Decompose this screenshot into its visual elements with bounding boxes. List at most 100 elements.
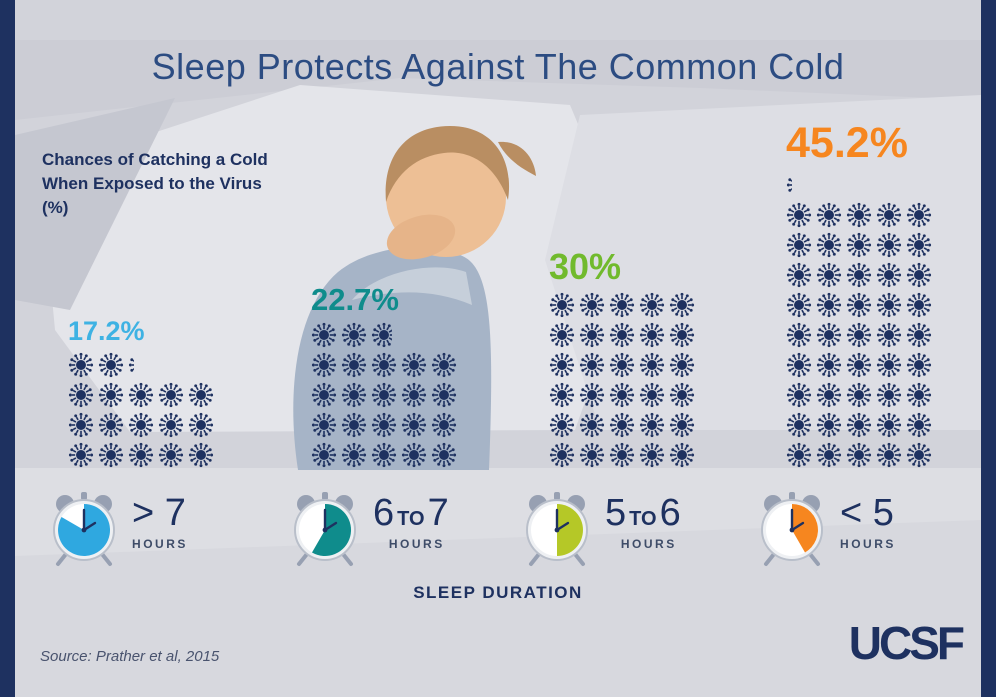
virus-icon [68, 410, 98, 440]
virus-icon-row [311, 410, 461, 440]
virus-icon [609, 320, 639, 350]
virus-icon [786, 320, 816, 350]
virus-icon [431, 380, 461, 410]
virus-icon [579, 380, 609, 410]
virus-icon [846, 410, 876, 440]
virus-icon [609, 290, 639, 320]
virus-icon [669, 350, 699, 380]
virus-icon [786, 410, 816, 440]
left-edge-bar [0, 0, 15, 697]
virus-icon-row [786, 410, 936, 440]
virus-icon [579, 440, 609, 470]
virus-icon-row [549, 380, 699, 410]
virus-icon-row [311, 350, 461, 380]
virus-icon [876, 380, 906, 410]
virus-icon [68, 380, 98, 410]
ucsf-logo: UCSF [848, 617, 965, 669]
virus-icon [341, 410, 371, 440]
virus-icon [876, 410, 906, 440]
virus-icon [98, 350, 128, 380]
virus-icon [549, 320, 579, 350]
virus-icon [786, 260, 816, 290]
chart-group-5to6-hours: 30% [549, 249, 699, 470]
virus-icon [846, 320, 876, 350]
virus-icon [639, 350, 669, 380]
virus-icon [431, 410, 461, 440]
virus-icon [579, 350, 609, 380]
virus-icon [906, 230, 936, 260]
virus-icon [549, 410, 579, 440]
virus-icon [549, 350, 579, 380]
virus-icon [786, 350, 816, 380]
virus-icon-grid [311, 320, 461, 470]
virus-icon [128, 440, 158, 470]
virus-icon [549, 440, 579, 470]
virus-icon-row [786, 440, 936, 470]
virus-icon [846, 440, 876, 470]
virus-icon [401, 440, 431, 470]
virus-icon [188, 440, 218, 470]
virus-icon [816, 320, 846, 350]
virus-icon-row [786, 350, 936, 380]
virus-icon [846, 350, 876, 380]
hours-label: HOURS [840, 536, 896, 551]
alarm-clock-icon [758, 490, 828, 573]
virus-icon [609, 440, 639, 470]
virus-icon [816, 200, 846, 230]
virus-icon [906, 200, 936, 230]
virus-icon-row [68, 440, 218, 470]
virus-icon [816, 440, 846, 470]
virus-icon-row [68, 380, 218, 410]
virus-icon [816, 230, 846, 260]
virus-icon [669, 290, 699, 320]
virus-icon [311, 320, 341, 350]
virus-icon [68, 440, 98, 470]
virus-icon [341, 320, 371, 350]
virus-icon [816, 380, 846, 410]
virus-icon [158, 380, 188, 410]
virus-icon-row [68, 350, 218, 380]
alarm-clock-icon [291, 490, 361, 573]
virus-icon [786, 200, 816, 230]
clock-label: 6 TO7 HOURS [373, 492, 449, 551]
virus-icon [311, 440, 341, 470]
hours-label: HOURS [620, 536, 677, 551]
alarm-clock-icon [50, 490, 120, 573]
hours-label: HOURS [388, 536, 445, 551]
virus-icon-row [68, 410, 218, 440]
virus-icon-row [786, 200, 936, 230]
virus-icon [371, 410, 401, 440]
virus-icon [311, 410, 341, 440]
virus-icon-row [549, 290, 699, 320]
virus-icon [609, 350, 639, 380]
virus-icon-row [786, 230, 936, 260]
virus-icon [639, 380, 669, 410]
virus-icon [876, 260, 906, 290]
virus-icon [311, 350, 341, 380]
virus-icon [876, 440, 906, 470]
clock-label: > 7 HOURS [132, 493, 192, 551]
virus-icon [669, 440, 699, 470]
virus-icon [816, 260, 846, 290]
virus-icon [816, 410, 846, 440]
value-label: 45.2% [786, 119, 908, 167]
virus-icon-partial [786, 170, 792, 200]
virus-icon [68, 350, 98, 380]
sleep-duration-6to7: 6 TO7 HOURS [291, 490, 449, 573]
virus-icon-row [549, 410, 699, 440]
virus-icon [401, 410, 431, 440]
virus-icon-row [786, 320, 936, 350]
virus-icon [98, 380, 128, 410]
virus-icon [549, 380, 579, 410]
virus-icon [128, 410, 158, 440]
virus-icon [876, 320, 906, 350]
virus-icon [816, 350, 846, 380]
virus-icon-grid [786, 170, 936, 470]
virus-icon [639, 440, 669, 470]
clock-label: 5 TO6 HOURS [605, 492, 681, 551]
virus-icon [846, 260, 876, 290]
virus-icon [669, 380, 699, 410]
sleep-duration-lt5: < 5 HOURS [758, 490, 900, 573]
